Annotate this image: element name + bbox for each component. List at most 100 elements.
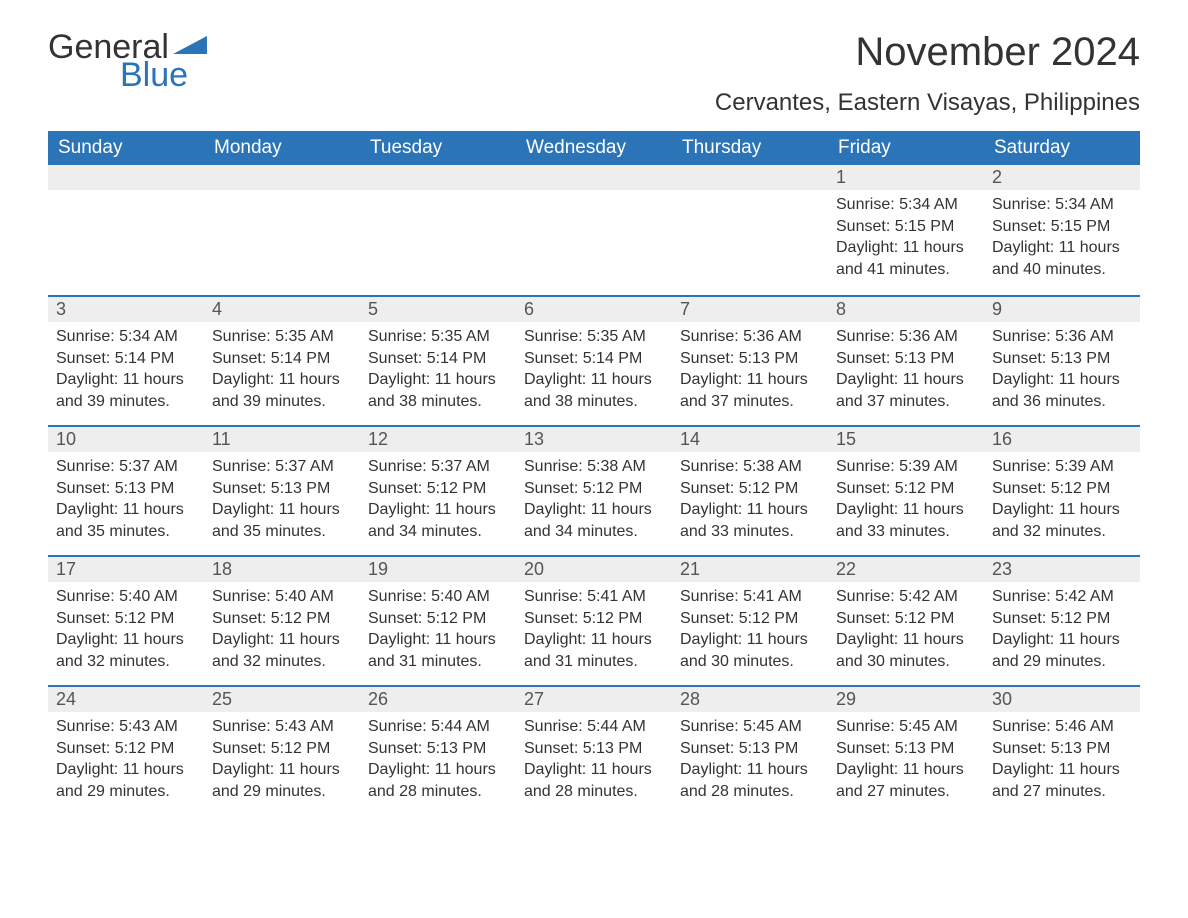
calendar-day-cell	[48, 165, 204, 295]
sunrise-line: Sunrise: 5:46 AM	[992, 716, 1132, 738]
day-details: Sunrise: 5:36 AMSunset: 5:13 PMDaylight:…	[984, 322, 1140, 420]
day-number-bar: 9	[984, 295, 1140, 322]
daylight-line: Daylight: 11 hours and 31 minutes.	[524, 629, 664, 672]
weekday-header: Saturday	[984, 131, 1140, 165]
calendar-day-cell: 16Sunrise: 5:39 AMSunset: 5:12 PMDayligh…	[984, 425, 1140, 555]
weekday-header: Wednesday	[516, 131, 672, 165]
day-number-bar: 5	[360, 295, 516, 322]
sunrise-line: Sunrise: 5:38 AM	[680, 456, 820, 478]
daylight-line: Daylight: 11 hours and 34 minutes.	[368, 499, 508, 542]
sunset-line: Sunset: 5:12 PM	[680, 478, 820, 500]
sunrise-line: Sunrise: 5:44 AM	[368, 716, 508, 738]
sunrise-line: Sunrise: 5:40 AM	[212, 586, 352, 608]
day-number-bar: 29	[828, 685, 984, 712]
day-number-bar	[48, 165, 204, 190]
day-details: Sunrise: 5:34 AMSunset: 5:15 PMDaylight:…	[828, 190, 984, 288]
calendar-day-cell: 20Sunrise: 5:41 AMSunset: 5:12 PMDayligh…	[516, 555, 672, 685]
calendar-day-cell: 6Sunrise: 5:35 AMSunset: 5:14 PMDaylight…	[516, 295, 672, 425]
day-details: Sunrise: 5:40 AMSunset: 5:12 PMDaylight:…	[204, 582, 360, 680]
location-subtitle: Cervantes, Eastern Visayas, Philippines	[715, 89, 1140, 117]
day-number-bar: 21	[672, 555, 828, 582]
sunrise-line: Sunrise: 5:43 AM	[212, 716, 352, 738]
day-details: Sunrise: 5:42 AMSunset: 5:12 PMDaylight:…	[828, 582, 984, 680]
daylight-line: Daylight: 11 hours and 32 minutes.	[56, 629, 196, 672]
day-number-bar: 19	[360, 555, 516, 582]
calendar-day-cell: 25Sunrise: 5:43 AMSunset: 5:12 PMDayligh…	[204, 685, 360, 815]
sunset-line: Sunset: 5:12 PM	[56, 608, 196, 630]
day-number-bar: 6	[516, 295, 672, 322]
sunset-line: Sunset: 5:13 PM	[680, 738, 820, 760]
day-details: Sunrise: 5:38 AMSunset: 5:12 PMDaylight:…	[672, 452, 828, 550]
weekday-header: Friday	[828, 131, 984, 165]
sunset-line: Sunset: 5:14 PM	[368, 348, 508, 370]
calendar-day-cell: 30Sunrise: 5:46 AMSunset: 5:13 PMDayligh…	[984, 685, 1140, 815]
daylight-line: Daylight: 11 hours and 32 minutes.	[992, 499, 1132, 542]
day-number-bar: 23	[984, 555, 1140, 582]
daylight-line: Daylight: 11 hours and 29 minutes.	[992, 629, 1132, 672]
weekday-header: Sunday	[48, 131, 204, 165]
day-details: Sunrise: 5:37 AMSunset: 5:13 PMDaylight:…	[48, 452, 204, 550]
sunset-line: Sunset: 5:12 PM	[524, 608, 664, 630]
day-details: Sunrise: 5:43 AMSunset: 5:12 PMDaylight:…	[204, 712, 360, 810]
daylight-line: Daylight: 11 hours and 35 minutes.	[56, 499, 196, 542]
day-details: Sunrise: 5:44 AMSunset: 5:13 PMDaylight:…	[360, 712, 516, 810]
calendar-day-cell: 22Sunrise: 5:42 AMSunset: 5:12 PMDayligh…	[828, 555, 984, 685]
sunset-line: Sunset: 5:13 PM	[212, 478, 352, 500]
day-number-bar	[360, 165, 516, 190]
calendar-day-cell: 27Sunrise: 5:44 AMSunset: 5:13 PMDayligh…	[516, 685, 672, 815]
calendar-day-cell: 13Sunrise: 5:38 AMSunset: 5:12 PMDayligh…	[516, 425, 672, 555]
daylight-line: Daylight: 11 hours and 28 minutes.	[680, 759, 820, 802]
daylight-line: Daylight: 11 hours and 30 minutes.	[680, 629, 820, 672]
calendar-body: 1Sunrise: 5:34 AMSunset: 5:15 PMDaylight…	[48, 165, 1140, 815]
calendar-day-cell: 2Sunrise: 5:34 AMSunset: 5:15 PMDaylight…	[984, 165, 1140, 295]
calendar-week-row: 1Sunrise: 5:34 AMSunset: 5:15 PMDaylight…	[48, 165, 1140, 295]
sunrise-line: Sunrise: 5:35 AM	[212, 326, 352, 348]
calendar-day-cell: 5Sunrise: 5:35 AMSunset: 5:14 PMDaylight…	[360, 295, 516, 425]
daylight-line: Daylight: 11 hours and 30 minutes.	[836, 629, 976, 672]
calendar-table: SundayMondayTuesdayWednesdayThursdayFrid…	[48, 131, 1140, 815]
day-details: Sunrise: 5:36 AMSunset: 5:13 PMDaylight:…	[828, 322, 984, 420]
day-number-bar	[516, 165, 672, 190]
day-number-bar: 8	[828, 295, 984, 322]
calendar-day-cell	[360, 165, 516, 295]
sunset-line: Sunset: 5:14 PM	[212, 348, 352, 370]
logo-word-blue: Blue	[120, 58, 207, 92]
daylight-line: Daylight: 11 hours and 28 minutes.	[368, 759, 508, 802]
day-number-bar: 24	[48, 685, 204, 712]
sunset-line: Sunset: 5:12 PM	[368, 608, 508, 630]
day-number-bar: 20	[516, 555, 672, 582]
sunrise-line: Sunrise: 5:39 AM	[992, 456, 1132, 478]
sunset-line: Sunset: 5:15 PM	[836, 216, 976, 238]
calendar-day-cell: 12Sunrise: 5:37 AMSunset: 5:12 PMDayligh…	[360, 425, 516, 555]
day-details: Sunrise: 5:42 AMSunset: 5:12 PMDaylight:…	[984, 582, 1140, 680]
sunrise-line: Sunrise: 5:42 AM	[836, 586, 976, 608]
sunrise-line: Sunrise: 5:37 AM	[56, 456, 196, 478]
day-details: Sunrise: 5:35 AMSunset: 5:14 PMDaylight:…	[516, 322, 672, 420]
sunrise-line: Sunrise: 5:45 AM	[836, 716, 976, 738]
day-details: Sunrise: 5:43 AMSunset: 5:12 PMDaylight:…	[48, 712, 204, 810]
sunset-line: Sunset: 5:12 PM	[524, 478, 664, 500]
daylight-line: Daylight: 11 hours and 29 minutes.	[212, 759, 352, 802]
sunset-line: Sunset: 5:12 PM	[680, 608, 820, 630]
calendar-day-cell	[516, 165, 672, 295]
calendar-day-cell: 19Sunrise: 5:40 AMSunset: 5:12 PMDayligh…	[360, 555, 516, 685]
day-number-bar: 26	[360, 685, 516, 712]
calendar-day-cell: 24Sunrise: 5:43 AMSunset: 5:12 PMDayligh…	[48, 685, 204, 815]
calendar-day-cell: 17Sunrise: 5:40 AMSunset: 5:12 PMDayligh…	[48, 555, 204, 685]
sunrise-line: Sunrise: 5:43 AM	[56, 716, 196, 738]
sunset-line: Sunset: 5:13 PM	[992, 738, 1132, 760]
sunset-line: Sunset: 5:13 PM	[524, 738, 664, 760]
sunset-line: Sunset: 5:13 PM	[680, 348, 820, 370]
daylight-line: Daylight: 11 hours and 39 minutes.	[212, 369, 352, 412]
sunset-line: Sunset: 5:14 PM	[524, 348, 664, 370]
daylight-line: Daylight: 11 hours and 31 minutes.	[368, 629, 508, 672]
weekday-header: Monday	[204, 131, 360, 165]
calendar-day-cell: 8Sunrise: 5:36 AMSunset: 5:13 PMDaylight…	[828, 295, 984, 425]
daylight-line: Daylight: 11 hours and 27 minutes.	[836, 759, 976, 802]
weekday-header: Tuesday	[360, 131, 516, 165]
sunrise-line: Sunrise: 5:34 AM	[56, 326, 196, 348]
day-details: Sunrise: 5:41 AMSunset: 5:12 PMDaylight:…	[516, 582, 672, 680]
calendar-day-cell: 21Sunrise: 5:41 AMSunset: 5:12 PMDayligh…	[672, 555, 828, 685]
sunrise-line: Sunrise: 5:37 AM	[368, 456, 508, 478]
calendar-day-cell: 7Sunrise: 5:36 AMSunset: 5:13 PMDaylight…	[672, 295, 828, 425]
